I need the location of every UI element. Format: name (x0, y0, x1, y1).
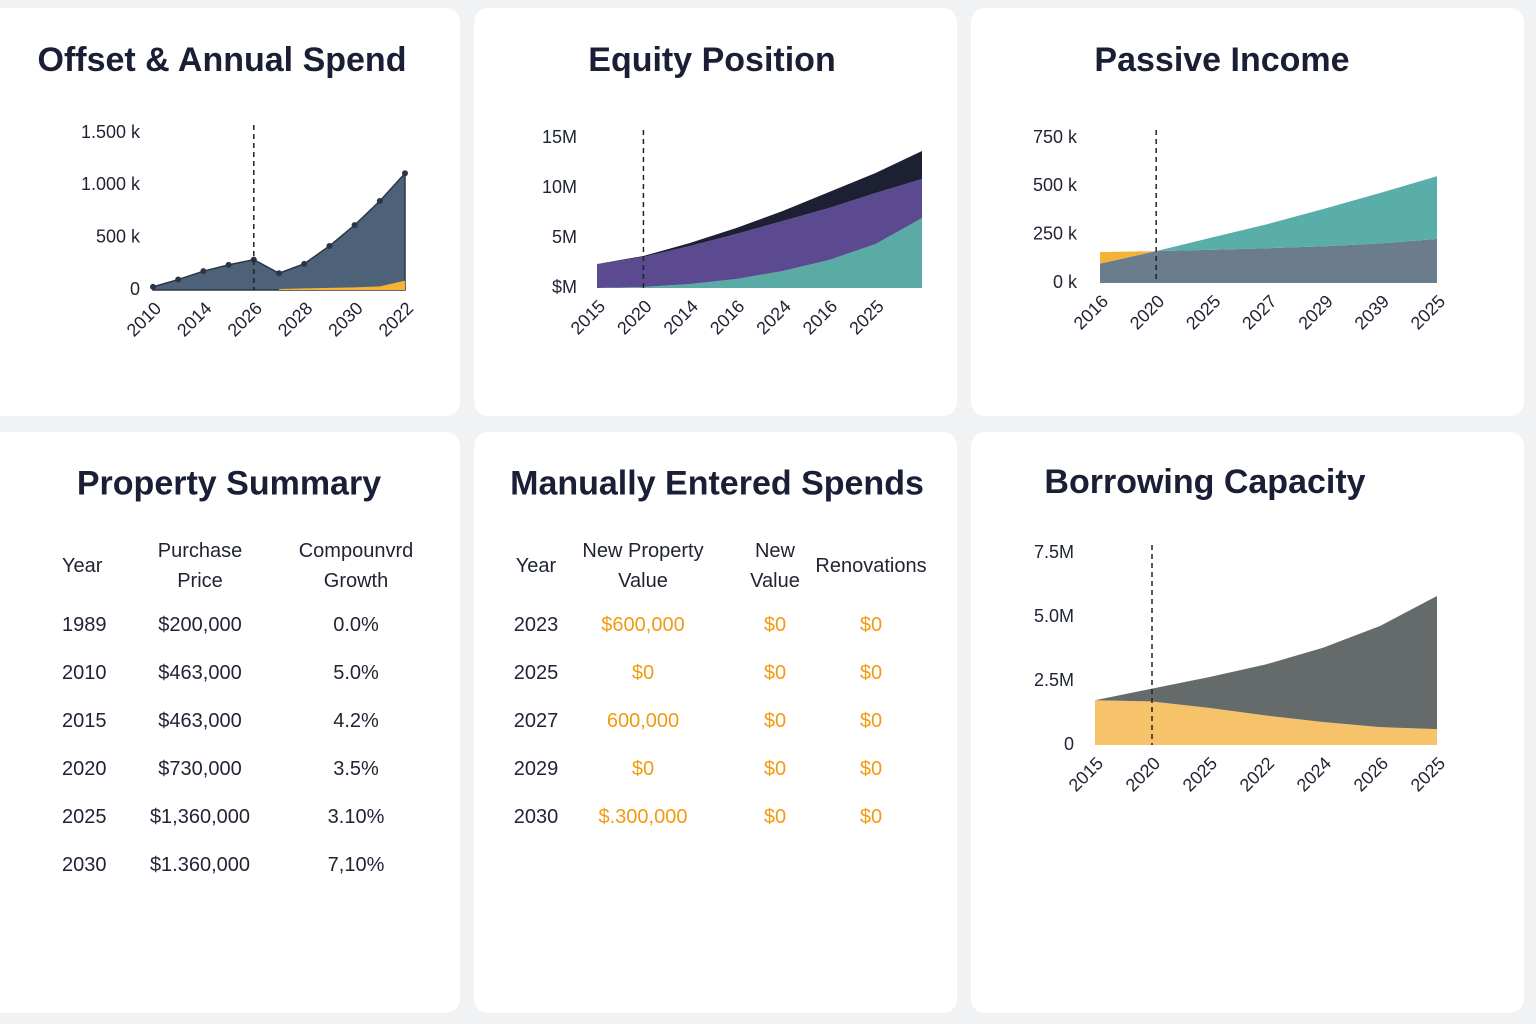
column-header: New Value (750, 540, 800, 592)
column-header: Renovations (815, 555, 927, 577)
table-cell: 2020 (62, 758, 107, 780)
table-cell: $0 (631, 662, 655, 684)
table-cell: 5.0% (333, 662, 379, 684)
table-cell: $0 (763, 758, 787, 780)
card (0, 432, 460, 1013)
table-cell: 2030 (62, 854, 107, 876)
table-cell: $0 (859, 710, 883, 732)
card (971, 432, 1524, 1013)
table-cell: $1.360,000 (149, 854, 251, 876)
table-cell: $0 (763, 710, 787, 732)
table-cell: $0 (859, 614, 883, 636)
table-cell: 2010 (62, 662, 107, 684)
table-cell: $0 (859, 806, 883, 828)
card (0, 8, 460, 416)
table-cell: $0 (631, 758, 655, 780)
table-cell: $600,000 (601, 614, 685, 636)
table-cell: 2023 (513, 614, 559, 636)
column-header: New Property Value (582, 540, 704, 592)
table-cell: 2015 (62, 710, 107, 732)
table-cell: $0 (763, 806, 787, 828)
table-cell: $.300,000 (598, 806, 688, 828)
table-cell: 7,10% (327, 854, 385, 876)
table-cell: 2025 (62, 806, 107, 828)
table-cell: $0 (859, 758, 883, 780)
card (474, 8, 957, 416)
table-cell: $0 (859, 662, 883, 684)
table-cell: $0 (763, 614, 787, 636)
card (474, 432, 957, 1013)
table-cell: 0.0% (333, 614, 379, 636)
table-cell: 4.2% (333, 710, 379, 732)
table-cell: 3.10% (327, 806, 385, 828)
card (971, 8, 1524, 416)
table-title: Manually Entered Spends (510, 464, 924, 503)
table-cell: 2025 (513, 662, 559, 684)
table-cell: $463,000 (158, 710, 242, 732)
table-cell: 2027 (513, 710, 559, 732)
column-header: Year (515, 555, 557, 577)
table-cell: 600,000 (606, 710, 680, 732)
table-cell: $0 (763, 662, 787, 684)
table-cell: $1,360,000 (149, 806, 251, 828)
column-header: Year (62, 555, 103, 577)
table-cell: 1989 (62, 614, 107, 636)
column-header: Purchase Price (157, 540, 243, 592)
table-title: Property Summary (76, 464, 382, 503)
table-cell: 3.5% (333, 758, 379, 780)
table-cell: $200,000 (158, 614, 242, 636)
table-cell: $730,000 (158, 758, 242, 780)
table-cell: 2029 (513, 758, 559, 780)
column-header: Compounvrd Growth (298, 540, 414, 592)
table-cell: 2030 (513, 806, 559, 828)
table-cell: $463,000 (158, 662, 242, 684)
